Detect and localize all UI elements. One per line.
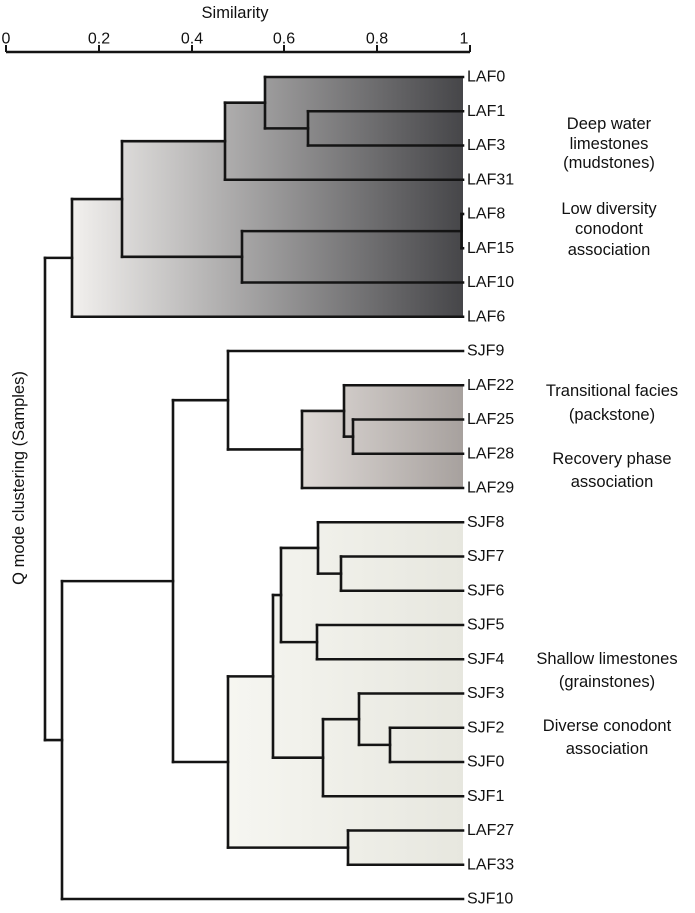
axis-tick-label-1: 1 bbox=[460, 31, 469, 48]
leaf-label-LAF6: LAF6 bbox=[467, 308, 505, 325]
axis-tick-label-0.8: 0.8 bbox=[366, 31, 388, 48]
leaf-label-SJF1: SJF1 bbox=[467, 788, 504, 805]
leaf-label-SJF4: SJF4 bbox=[467, 651, 504, 668]
annotation-transitional-facies-line-2: (packstone) bbox=[569, 406, 655, 424]
leaf-label-LAF8: LAF8 bbox=[467, 206, 505, 223]
leaf-label-LAF29: LAF29 bbox=[467, 480, 514, 497]
annotation-low-diversity-line-2: conodont bbox=[575, 220, 643, 238]
dendrogram-lines bbox=[43, 75, 465, 901]
annotation-deep-water-facies-line-2: limestones bbox=[570, 135, 649, 153]
leaf-label-LAF28: LAF28 bbox=[467, 445, 514, 462]
annotation-shallow-facies-line-1: Shallow limestones bbox=[536, 650, 677, 668]
annotation-diverse-conodont-line-2: association bbox=[566, 740, 649, 758]
leaf-label-SJF0: SJF0 bbox=[467, 754, 504, 771]
leaf-label-SJF8: SJF8 bbox=[467, 514, 504, 531]
cluster-fill-transitional bbox=[302, 385, 463, 488]
annotation-low-diversity-line-3: association bbox=[568, 241, 651, 259]
axis-title: Similarity bbox=[202, 4, 270, 22]
leaf-label-LAF31: LAF31 bbox=[467, 171, 514, 188]
cluster-fill-shallow bbox=[228, 522, 463, 865]
leaf-label-SJF2: SJF2 bbox=[467, 719, 504, 736]
leaf-label-SJF5: SJF5 bbox=[467, 617, 504, 634]
leaf-label-SJF6: SJF6 bbox=[467, 582, 504, 599]
annotation-diverse-conodont-line-1: Diverse conodont bbox=[543, 717, 672, 735]
leaf-label-LAF27: LAF27 bbox=[467, 822, 514, 839]
leaf-label-SJF3: SJF3 bbox=[467, 685, 504, 702]
leaf-label-LAF33: LAF33 bbox=[467, 856, 514, 873]
axis-tick-label-0.2: 0.2 bbox=[88, 31, 110, 48]
cluster-fill-deep-water bbox=[72, 77, 463, 317]
annotation-recovery-phase-line-2: association bbox=[571, 473, 654, 491]
annotation-transitional-facies-line-1: Transitional facies bbox=[546, 382, 678, 400]
axis-tick-label-0: 0 bbox=[2, 31, 11, 48]
annotation-recovery-phase-line-1: Recovery phase bbox=[552, 450, 671, 468]
leaf-label-SJF10: SJF10 bbox=[467, 891, 513, 908]
leaf-label-LAF3: LAF3 bbox=[467, 137, 505, 154]
annotation-deep-water-facies-line-3: (mudstones) bbox=[563, 154, 655, 172]
annotation-deep-water-facies-line-1: Deep water bbox=[567, 115, 652, 133]
axis-tick-label-0.6: 0.6 bbox=[273, 31, 295, 48]
leaf-label-LAF1: LAF1 bbox=[467, 103, 505, 120]
y-axis-label: Q mode clustering (Samples) bbox=[10, 371, 28, 585]
leaf-label-LAF15: LAF15 bbox=[467, 240, 514, 257]
leaf-label-LAF10: LAF10 bbox=[467, 274, 514, 291]
leaf-label-LAF0: LAF0 bbox=[467, 69, 505, 86]
leaf-label-LAF22: LAF22 bbox=[467, 377, 514, 394]
leaf-label-LAF25: LAF25 bbox=[467, 411, 514, 428]
leaf-label-SJF7: SJF7 bbox=[467, 548, 504, 565]
annotation-low-diversity-line-1: Low diversity bbox=[561, 200, 657, 218]
axis-tick-label-0.4: 0.4 bbox=[181, 31, 203, 48]
leaf-label-SJF9: SJF9 bbox=[467, 343, 504, 360]
annotation-shallow-facies-line-2: (grainstones) bbox=[559, 673, 655, 691]
